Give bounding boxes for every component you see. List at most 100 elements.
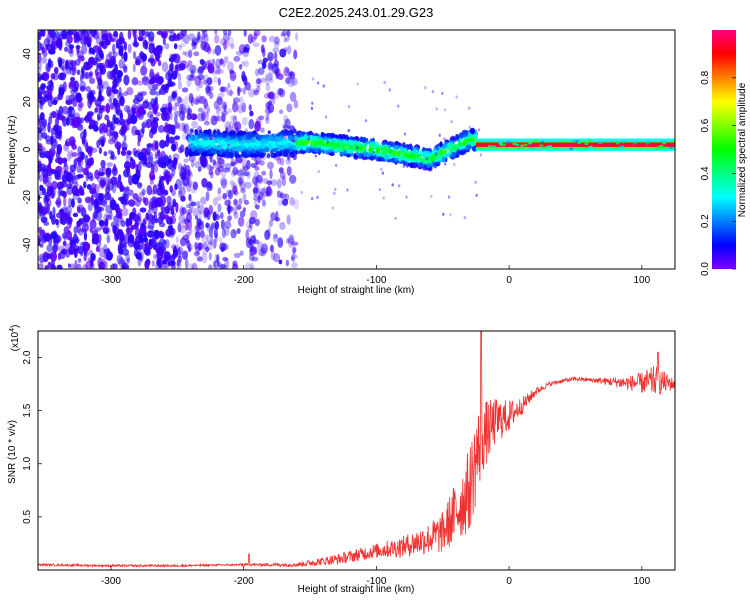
heatmap-cell [396,151,400,157]
heatmap-cell [203,98,208,110]
heatmap-cell [189,64,197,75]
heatmap-cell [250,264,255,269]
heatmap-cell [291,145,297,150]
heatmap-cell [195,246,200,255]
heatmap-cell [153,237,158,247]
heatmap-cell [77,197,82,204]
heatmap-cell [222,192,227,200]
heatmap-cell [269,244,274,253]
heatmap-cell [439,141,443,148]
heatmap-cell [40,216,48,223]
heatmap-cell [38,171,41,180]
heatmap-cell [279,109,284,114]
heatmap-cell [80,228,87,233]
heatmap-cell [272,233,279,243]
bottom-y-ticks: 0.5 1.0 1.5 2.0 [22,350,42,524]
heatmap-cell [47,97,53,108]
heatmap-cell [178,63,186,71]
heatmap-cell [97,115,101,121]
heatmap-cell [492,145,497,148]
heatmap-cell [405,154,411,160]
heatmap-cell [218,236,223,244]
heatmap-cell [313,135,318,142]
heatmap-cell [70,175,77,181]
heatmap-cell [69,239,74,247]
heatmap-cell [253,233,257,245]
heatmap-cell [144,241,150,250]
heatmap-cell [347,148,351,153]
heatmap-cell [333,191,336,195]
heatmap-cell [268,219,274,227]
heatmap-cell [118,59,125,69]
heatmap-cell [81,135,86,145]
heatmap-cell [86,183,92,190]
heatmap-cell [38,235,43,244]
heatmap-cell [148,78,155,85]
heatmap-cell [39,152,47,159]
heatmap-cell [282,123,287,129]
heatmap-cell [255,160,259,165]
heatmap-cell [173,157,178,166]
heatmap-cell [123,134,127,142]
heatmap-cell [177,189,183,198]
heatmap-cell [126,118,133,124]
heatmap-cell [461,144,467,150]
heatmap-cell [443,108,447,112]
heatmap-cell [110,221,118,229]
heatmap-cell [289,196,295,206]
heatmap-cell [88,36,93,43]
heatmap-cell [238,177,243,187]
heatmap-cell [71,178,78,185]
heatmap-cell [274,216,281,222]
heatmap-cell [158,230,163,239]
heatmap-cell [236,146,243,153]
heatmap-cell [207,63,215,74]
heatmap-cell [212,76,219,84]
heatmap-cell [192,207,199,218]
heatmap-cell [229,152,234,159]
heatmap-cell [299,150,303,154]
heatmap-cell [61,174,67,183]
heatmap-cell [183,158,189,164]
heatmap-cell [194,160,200,168]
heatmap-cell [308,130,313,136]
heatmap-cell [135,55,141,64]
heatmap-cell [102,177,108,185]
heatmap-cell [358,145,362,151]
heatmap-cell [155,51,160,62]
heatmap-cell [222,33,230,42]
heatmap-cell [259,160,265,166]
heatmap-cell [488,144,493,148]
heatmap-cell [217,203,222,213]
heatmap-cell [442,143,448,149]
heatmap-cell [267,130,271,135]
heatmap-cell [436,155,440,161]
heatmap-cell [47,30,52,36]
heatmap-cell [80,66,85,75]
heatmap-cell [244,181,252,189]
heatmap-cell [142,100,150,109]
heatmap-cell [460,148,465,156]
heatmap-cell [183,106,188,114]
heatmap-cell [212,48,216,55]
heatmap-cell [99,247,106,258]
heatmap-cell [388,141,391,145]
heatmap-cell [463,216,466,220]
heatmap-cell [147,213,155,222]
heatmap-cell [397,104,400,108]
heatmap-cell [79,85,86,92]
heatmap-cell [309,149,315,153]
heatmap-cell [182,50,187,56]
heatmap-cell [102,227,109,234]
heatmap-cell [403,160,406,164]
heatmap-cell [50,231,57,240]
heatmap-cell [87,42,92,48]
heatmap-cell [233,211,239,219]
heatmap-cell [252,187,259,194]
heatmap-cell [174,101,180,108]
heatmap-cell [410,144,414,152]
heatmap-cell [181,250,189,260]
heatmap-cell [213,238,217,249]
heatmap-cell [38,194,41,202]
heatmap-cell [148,201,153,211]
